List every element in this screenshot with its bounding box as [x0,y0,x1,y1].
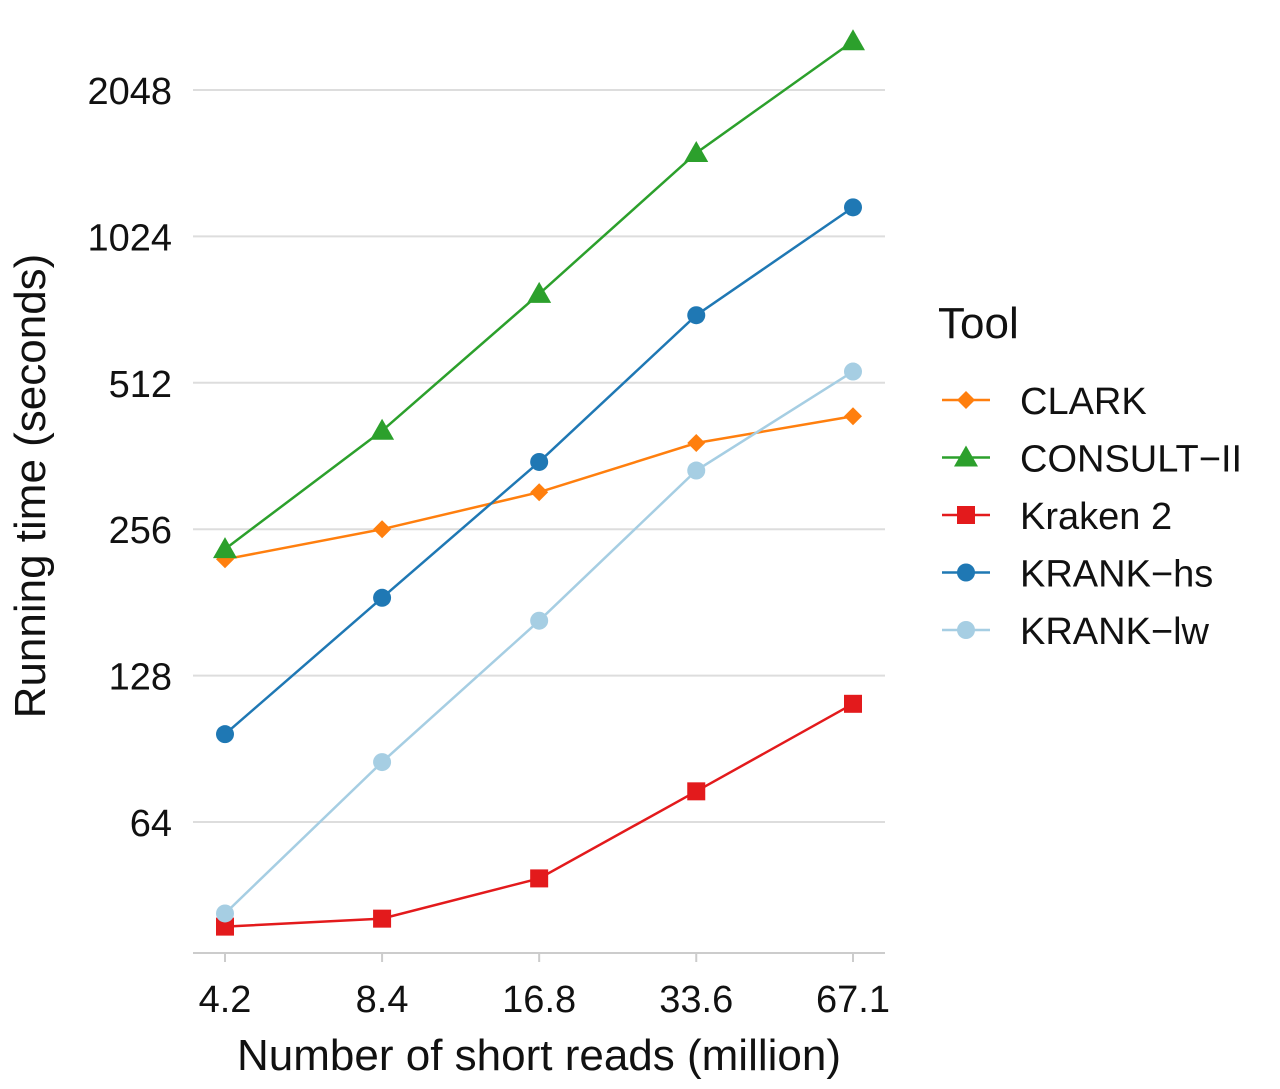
legend-item-krank-hs: KRANK−hs [942,554,1213,596]
y-axis-title: Running time (seconds) [6,254,55,719]
gridlines [193,89,885,823]
legend-marker [954,445,978,467]
legend-label: Kraken 2 [1020,496,1172,538]
series-krank-hs [216,198,862,744]
legend-item-krank-lw: KRANK−lw [942,611,1210,653]
data-point-krank-hs [216,725,234,744]
data-point-clark [373,520,392,539]
data-point-clark [844,407,862,426]
data-point-kraken-2 [687,782,706,801]
data-point-krank-hs [373,588,392,607]
legend-label: CONSULT−II [1020,439,1242,481]
legend-marker [957,563,975,582]
series-line-kraken-2 [224,702,854,928]
legend-items: CLARK CONSULT−II Kraken 2 KRANK−hs KRANK−lw [942,381,1242,653]
data-point-consult-ii [841,29,865,51]
legend-label: KRANK−lw [1020,611,1210,653]
x-tick-label: 67.1 [816,979,890,1021]
data-point-kraken-2 [373,909,392,928]
data-point-krank-lw [844,362,862,381]
series-krank-lw [216,362,862,923]
y-tick-label: 64 [130,803,172,845]
x-ticks: 4.2 8.4 16.8 33.6 67.1 [199,953,890,1021]
legend-label: KRANK−hs [1020,554,1213,596]
data-point-clark [530,483,549,502]
legend-item-clark: CLARK [942,381,1147,423]
legend-item-consult-ii: CONSULT−II [942,439,1242,481]
data-point-krank-hs [530,452,549,471]
data-point-krank-lw [216,904,234,923]
series-kraken-2 [216,694,862,936]
data-point-kraken-2 [216,917,234,936]
data-point-consult-ii [684,140,709,162]
legend-marker [957,506,975,524]
series-consult-ii [213,29,865,559]
data-point-krank-lw [373,753,392,772]
y-tick-label: 2048 [87,71,172,113]
x-axis-title: Number of short reads (million) [237,1031,841,1080]
data-point-consult-ii [370,418,395,440]
data-point-krank-hs [687,306,706,325]
series-clark [216,407,862,569]
y-tick-label: 1024 [87,217,172,259]
legend-marker [957,391,975,409]
series-layer [213,29,865,936]
y-ticks: 64 128 256 512 1024 2048 [87,71,172,845]
series-line-krank-lw [224,370,854,915]
data-point-consult-ii [213,537,237,559]
data-point-krank-hs [844,198,862,217]
x-tick-label: 4.2 [199,979,252,1021]
data-point-krank-lw [687,461,706,480]
data-point-clark [687,434,706,453]
legend-marker [957,621,975,639]
y-tick-label: 512 [109,364,172,406]
x-tick-label: 16.8 [502,979,576,1021]
legend: Tool CLARK CONSULT−II Kraken 2 KRANK−hs KRAN… [938,299,1242,653]
data-point-consult-ii [527,281,552,303]
y-tick-label: 256 [109,510,172,552]
data-point-kraken-2 [844,694,862,713]
legend-title: Tool [938,299,1019,348]
x-tick-label: 33.6 [659,979,733,1021]
data-point-krank-lw [530,611,549,630]
x-tick-label: 8.4 [356,979,409,1021]
y-tick-label: 128 [109,657,172,699]
legend-label: CLARK [1020,381,1147,423]
legend-item-kraken-2: Kraken 2 [942,496,1172,538]
data-point-kraken-2 [530,869,549,888]
